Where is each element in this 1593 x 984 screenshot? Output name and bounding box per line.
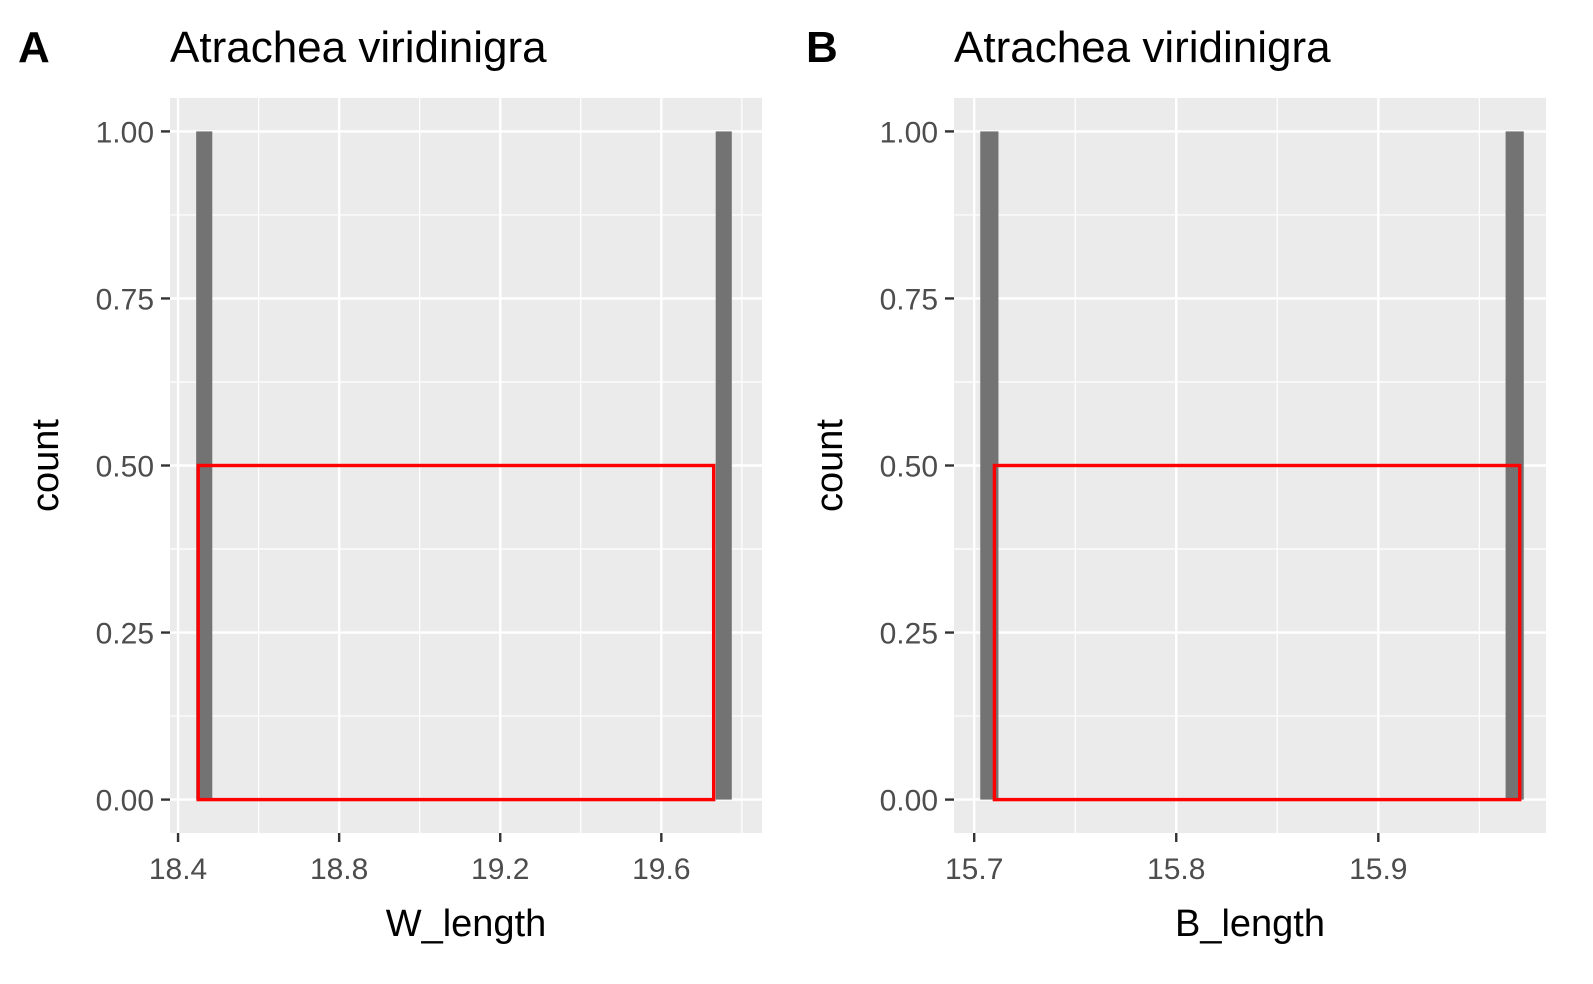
y-tick-label: 0.00 [96, 785, 154, 818]
x-tick-label: 18.4 [149, 853, 207, 886]
x-tick-label: 15.7 [945, 853, 1003, 886]
chart-title: Atrachea viridinigra [954, 23, 1331, 72]
x-axis-title: B_length [1175, 903, 1325, 945]
y-tick-label: 0.50 [880, 451, 938, 484]
outline-rectangle [992, 463, 1522, 802]
y-axis-title: count [25, 419, 67, 512]
y-tick-label: 0.75 [880, 283, 938, 316]
y-tick-label: 0.00 [880, 785, 938, 818]
y-tick-label: 0.50 [96, 451, 154, 484]
y-tick-label: 0.25 [96, 618, 154, 651]
x-axis-title: W_length [386, 903, 547, 945]
outline-rectangle [196, 463, 716, 802]
histogram-bar [715, 131, 732, 800]
y-tick-label: 0.25 [880, 618, 938, 651]
x-tick-label: 15.9 [1349, 853, 1407, 886]
x-tick-label: 19.2 [471, 853, 529, 886]
x-tick-label: 15.8 [1147, 853, 1205, 886]
panel-tag: A [18, 23, 50, 72]
panel-tag: B [806, 23, 838, 72]
x-tick-label: 19.6 [632, 853, 690, 886]
y-tick-label: 1.00 [880, 116, 938, 149]
y-tick-label: 1.00 [96, 116, 154, 149]
chart-title: Atrachea viridinigra [170, 23, 547, 72]
x-tick-label: 18.8 [310, 853, 368, 886]
panel-b: 0.00 0.25 0.50 0.75 1.00 15.7 15.8 15.9 B_length… [806, 23, 1546, 945]
y-axis-title: count [809, 419, 851, 512]
y-tick-label: 0.75 [96, 283, 154, 316]
panel-a: 0.00 0.25 0.50 0.75 1.00 18.4 18.8 19.2 19.6 W_le… [18, 23, 762, 945]
